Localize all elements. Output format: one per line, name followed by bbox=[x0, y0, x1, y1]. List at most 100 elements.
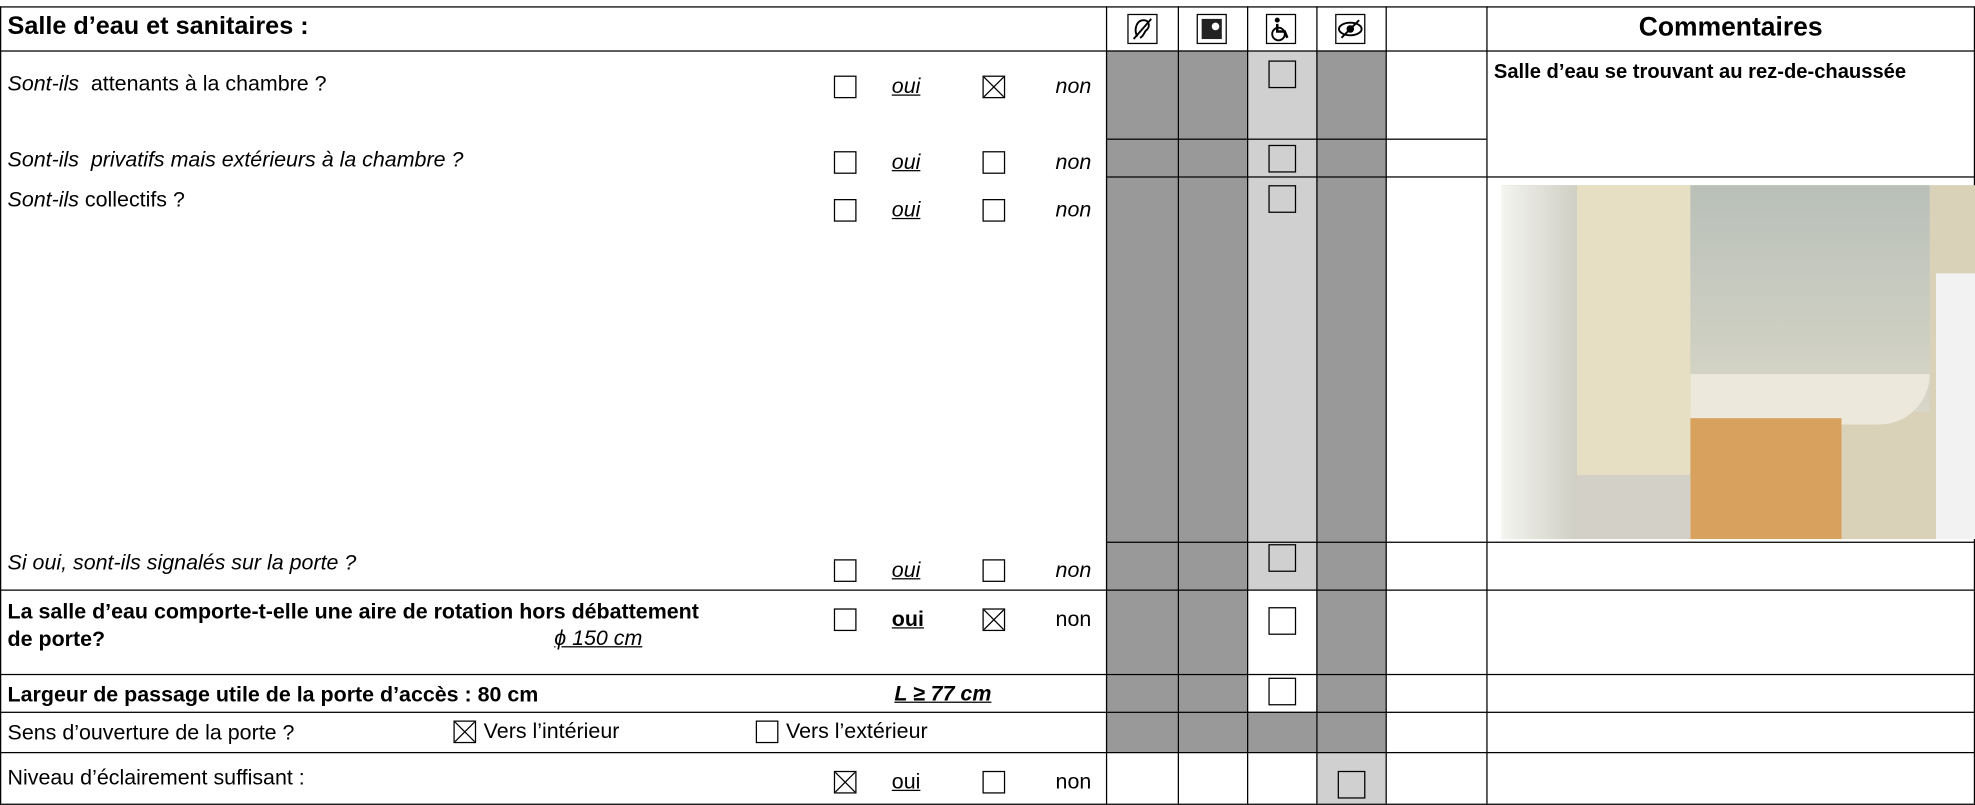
cell bbox=[1105, 50, 1178, 139]
border bbox=[1105, 6, 1108, 804]
comments-title: Commentaires bbox=[1638, 12, 1823, 42]
checkbox[interactable] bbox=[982, 151, 1006, 174]
option-label: oui bbox=[891, 74, 921, 99]
border bbox=[1316, 6, 1318, 804]
cell bbox=[1105, 673, 1178, 712]
border bbox=[0, 803, 1975, 805]
accessibility-checkbox[interactable] bbox=[1267, 60, 1296, 89]
checkbox[interactable] bbox=[833, 151, 857, 174]
cell bbox=[1316, 138, 1386, 177]
question-text: attenants à la chambre ? bbox=[78, 71, 327, 96]
border bbox=[0, 673, 1975, 676]
option-label: non bbox=[1055, 74, 1092, 99]
border bbox=[0, 711, 1975, 713]
option-label: oui bbox=[891, 558, 921, 582]
border bbox=[0, 751, 1975, 754]
border bbox=[1177, 6, 1179, 804]
cell bbox=[1177, 50, 1248, 139]
question-text: Si oui, sont-ils signalés sur la porte ? bbox=[7, 550, 357, 575]
border bbox=[1486, 176, 1975, 178]
question: La salle d’eau comporte-t-elle une aire … bbox=[8, 598, 713, 653]
option-label: non bbox=[1055, 607, 1092, 632]
cell bbox=[1316, 50, 1386, 139]
question-text: La salle d’eau comporte-t-elle une aire … bbox=[7, 599, 705, 652]
cell bbox=[1247, 589, 1317, 674]
border bbox=[1486, 541, 1975, 543]
cell bbox=[1316, 176, 1386, 542]
border bbox=[1105, 138, 1487, 140]
question: Sont-ils attenants à la chambre ? bbox=[8, 71, 327, 99]
accessibility-checkbox[interactable] bbox=[1267, 544, 1296, 572]
cell bbox=[1177, 138, 1248, 177]
requirement-note: ϕ 150 cm bbox=[554, 626, 643, 650]
border bbox=[0, 6, 2, 804]
cell bbox=[1247, 541, 1317, 590]
option-label: oui bbox=[891, 149, 921, 174]
cell bbox=[1105, 138, 1178, 177]
border bbox=[1247, 6, 1249, 804]
option-label: non bbox=[1055, 197, 1092, 222]
border bbox=[1486, 6, 1488, 804]
bathroom-photo bbox=[1501, 185, 1975, 540]
icon-mental bbox=[1196, 13, 1227, 45]
checkbox[interactable] bbox=[833, 608, 857, 632]
checkbox[interactable] bbox=[982, 770, 1006, 794]
checkbox[interactable] bbox=[755, 720, 779, 744]
question: Si oui, sont-ils signalés sur la porte ? bbox=[8, 549, 357, 577]
checkbox[interactable] bbox=[833, 75, 857, 99]
question: Sont-ils collectifs ? bbox=[8, 186, 185, 214]
checkbox[interactable] bbox=[833, 770, 857, 794]
option-label: Vers l’extérieur bbox=[785, 719, 928, 744]
checkbox[interactable] bbox=[982, 199, 1006, 222]
question: Sont-ils privatifs mais extérieurs à la … bbox=[8, 146, 464, 174]
cell bbox=[1105, 589, 1178, 674]
checkbox[interactable] bbox=[982, 75, 1006, 99]
checkbox[interactable] bbox=[982, 559, 1006, 582]
question-text: Sens d’ouverture de la porte ? bbox=[7, 720, 295, 745]
cell bbox=[1316, 589, 1386, 674]
accessibility-checkbox[interactable] bbox=[1267, 677, 1296, 706]
cell bbox=[1316, 751, 1386, 804]
border bbox=[0, 589, 1975, 591]
border bbox=[1385, 6, 1387, 804]
border bbox=[0, 50, 1975, 52]
question-text: Sont-ils bbox=[7, 187, 79, 212]
option-label: non bbox=[1055, 558, 1092, 582]
option-label: oui bbox=[891, 607, 924, 632]
question-text: Sont-ils privatifs mais extérieurs à la … bbox=[7, 147, 464, 172]
checkbox[interactable] bbox=[833, 559, 857, 582]
requirement-note: L ≥ 77 cm bbox=[894, 681, 992, 706]
checkbox[interactable] bbox=[833, 199, 857, 222]
cell bbox=[1105, 176, 1178, 542]
comment: Salle d’eau se trouvant au rez-de-chauss… bbox=[1493, 61, 1907, 84]
checkbox[interactable] bbox=[982, 608, 1006, 632]
cell bbox=[1177, 176, 1248, 542]
icon-hearing bbox=[1127, 13, 1158, 45]
accessibility-checkbox[interactable] bbox=[1267, 607, 1296, 635]
checkbox[interactable] bbox=[453, 720, 477, 744]
cell bbox=[1247, 711, 1317, 752]
cell bbox=[1247, 751, 1317, 804]
question-text: Niveau d’éclairement suffisant : bbox=[7, 765, 305, 790]
accessibility-checkbox[interactable] bbox=[1267, 185, 1296, 213]
icon-wheelchair bbox=[1265, 13, 1297, 45]
border bbox=[0, 6, 1975, 8]
cell bbox=[1177, 711, 1248, 752]
cell bbox=[1247, 176, 1317, 542]
section-title: Salle d’eau et sanitaires : bbox=[7, 12, 309, 41]
option-label: oui bbox=[891, 197, 921, 222]
border bbox=[1105, 541, 1487, 543]
cell bbox=[1316, 673, 1386, 712]
accessibility-checkbox[interactable] bbox=[1267, 144, 1296, 173]
cell bbox=[1316, 541, 1386, 590]
cell bbox=[1177, 541, 1248, 590]
question-text: collectifs ? bbox=[78, 187, 185, 212]
cell bbox=[1177, 589, 1248, 674]
option-label: Vers l’intérieur bbox=[483, 719, 620, 744]
question: Largeur de passage utile de la porte d’a… bbox=[8, 681, 539, 709]
cell bbox=[1247, 50, 1317, 139]
cell bbox=[1105, 751, 1178, 804]
accessibility-checkbox[interactable] bbox=[1337, 770, 1365, 799]
